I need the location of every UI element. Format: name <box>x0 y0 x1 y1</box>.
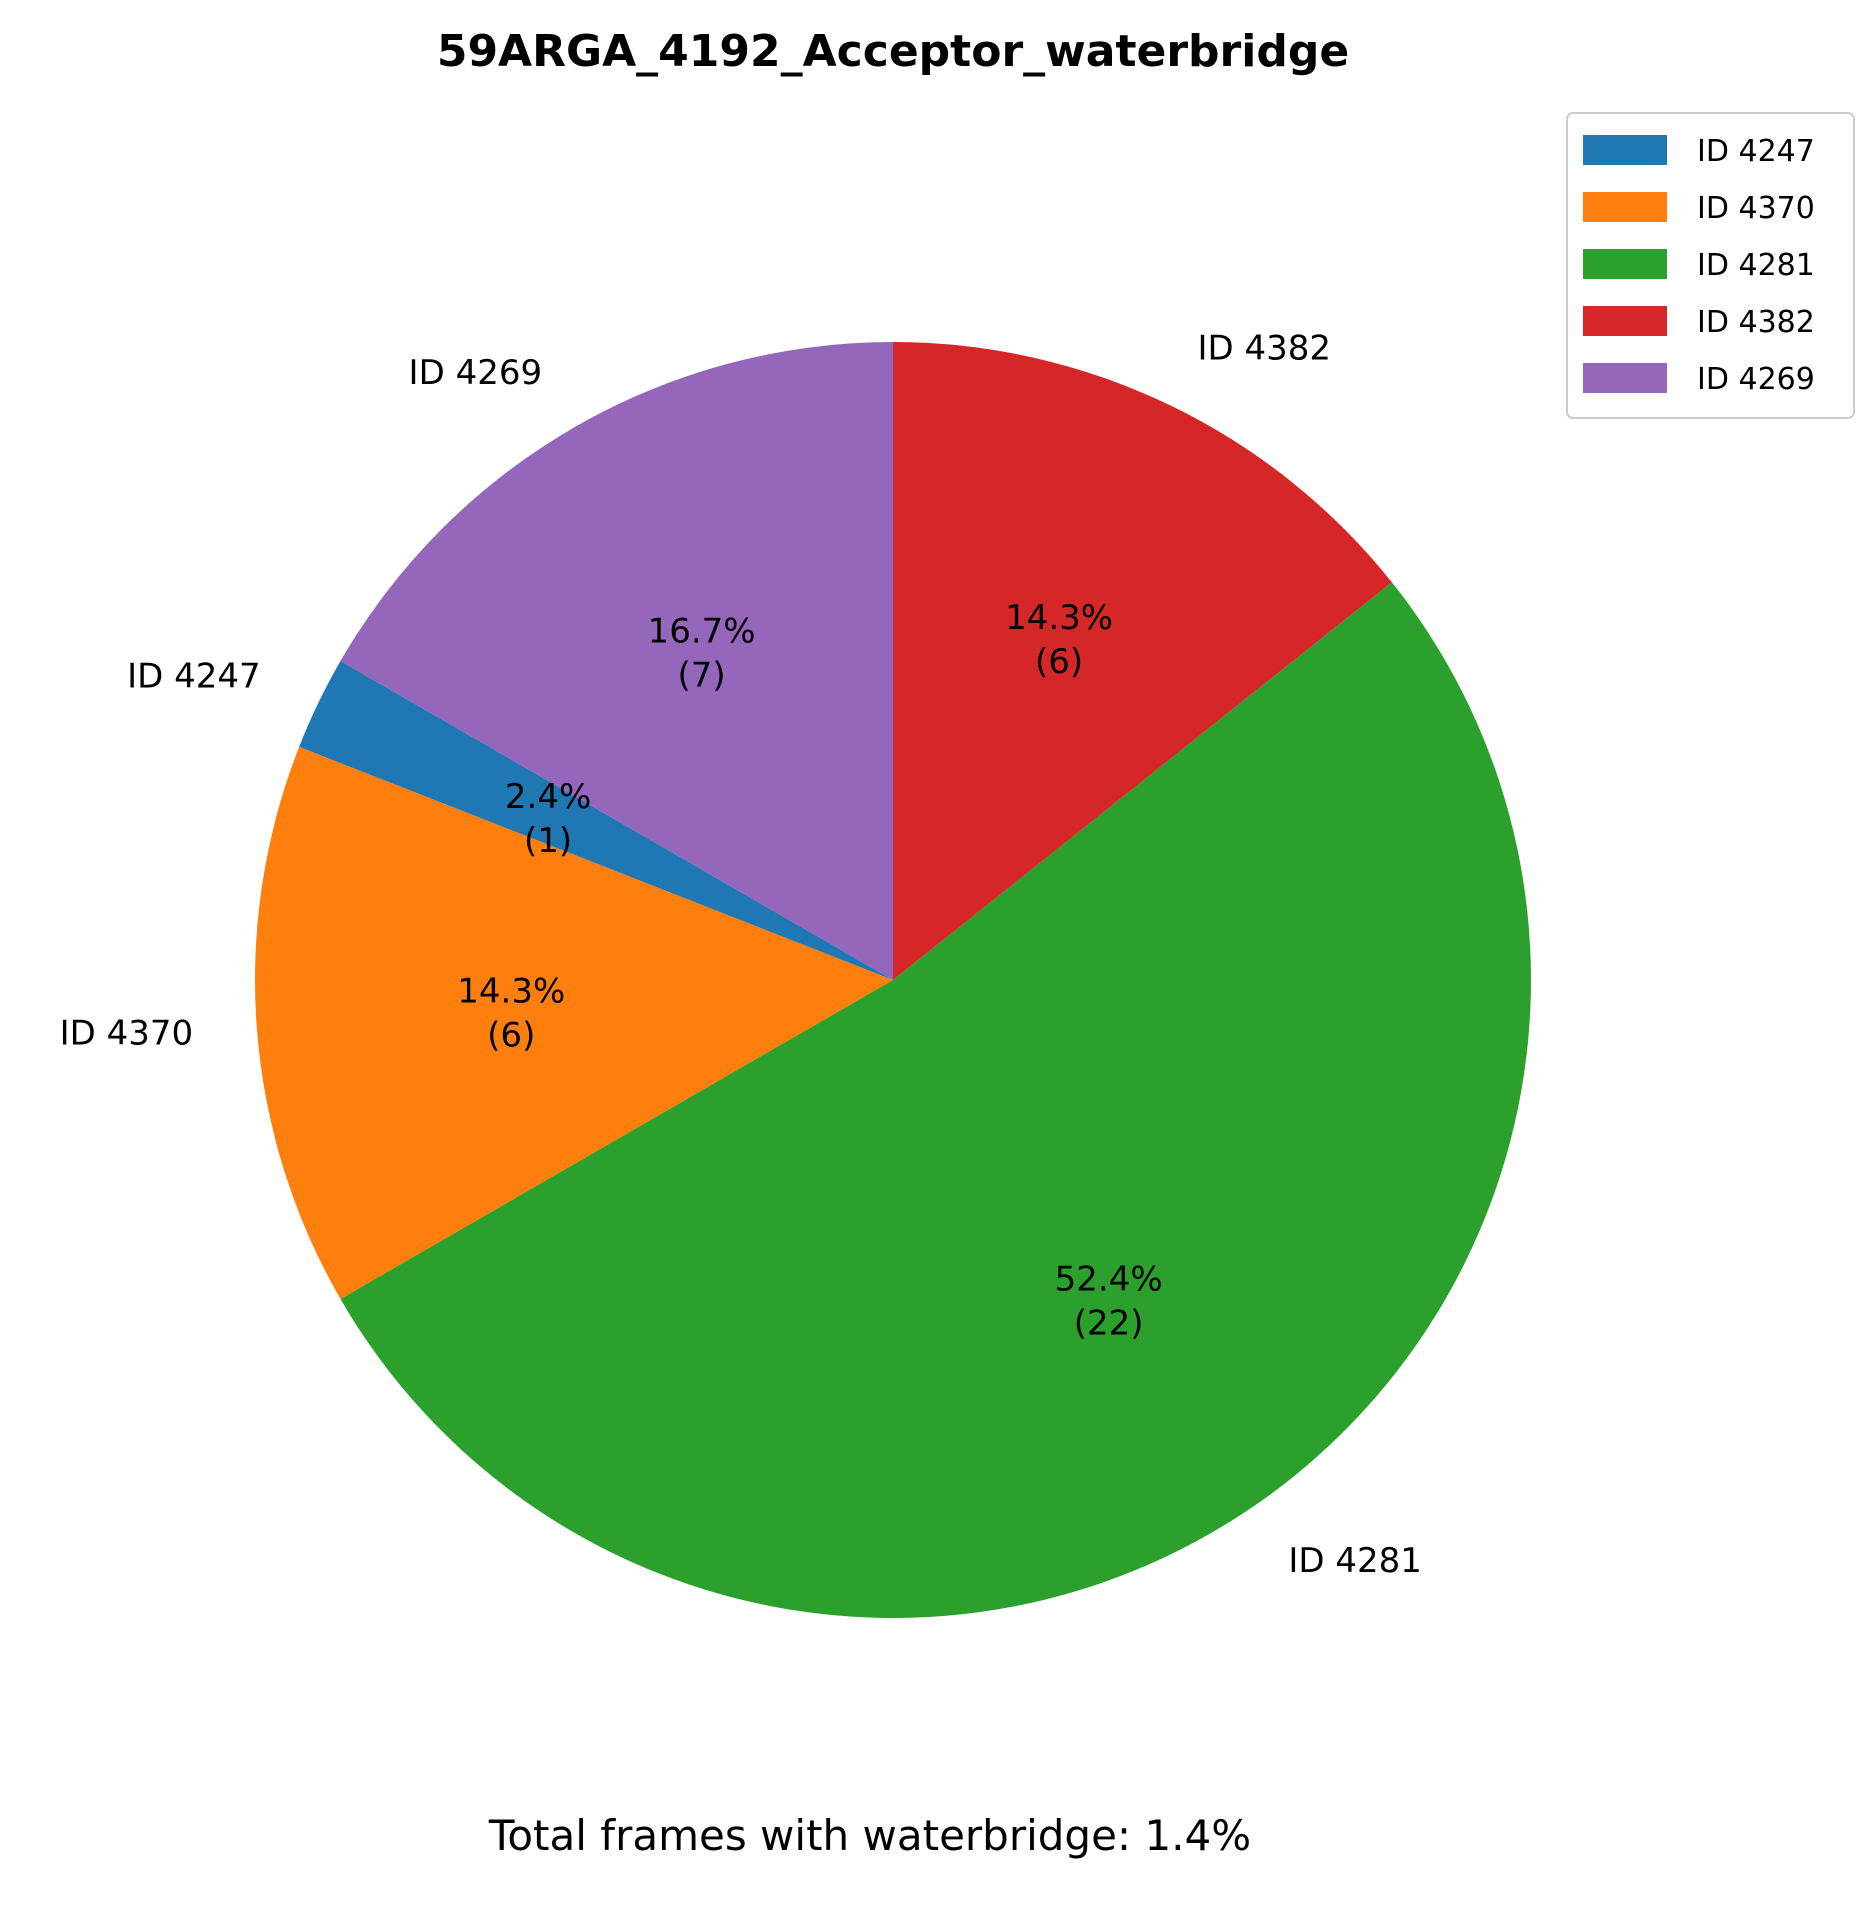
slice-percentage-label: 16.7% <box>648 611 756 651</box>
slice-count-label: (7) <box>678 655 726 695</box>
legend-entry-label: ID 4281 <box>1697 248 1815 283</box>
slice-count-label: (1) <box>524 821 572 861</box>
legend-entry-label: ID 4247 <box>1697 134 1815 169</box>
legend-swatch <box>1583 135 1667 165</box>
legend-entry-label: ID 4269 <box>1697 362 1815 397</box>
legend-entry-label: ID 4382 <box>1697 305 1815 340</box>
legend: ID 4247 ID 4370 ID 4281 ID 4382 ID 4269 <box>1566 112 1855 419</box>
slice-label: ID 4269 <box>409 353 543 393</box>
pie-slice <box>299 661 893 980</box>
legend-swatch <box>1583 249 1667 279</box>
pie-slice <box>340 342 893 980</box>
slice-labels: ID 4247 ID 4370 ID 4281 ID 4382 ID 4269 <box>60 329 1422 1581</box>
pie-slice <box>893 342 1392 980</box>
slice-percentage-label: 2.4% <box>505 777 591 817</box>
chart-title: 59ARGA_4192_Acceptor_waterbridge <box>437 26 1349 77</box>
slice-percentage-label: 14.3% <box>1005 598 1113 638</box>
legend-swatch <box>1583 363 1667 393</box>
legend-box <box>1566 112 1855 419</box>
pie-slice <box>340 582 1532 1619</box>
slice-count-label: (6) <box>1035 642 1083 682</box>
pie-slices <box>255 342 1532 1619</box>
slice-label: ID 4247 <box>127 657 261 697</box>
slice-count-label: (6) <box>487 1016 535 1056</box>
legend-swatch <box>1583 306 1667 336</box>
slice-percentage-label: 14.3% <box>457 972 565 1012</box>
slice-label: ID 4281 <box>1288 1541 1422 1581</box>
slice-percentage-label: 52.4% <box>1055 1259 1163 1299</box>
slice-label: ID 4370 <box>60 1013 194 1053</box>
legend-swatch <box>1583 192 1667 222</box>
chart-footer: Total frames with waterbridge: 1.4% <box>488 1811 1251 1860</box>
legend-entry-label: ID 4370 <box>1697 191 1815 226</box>
pie-slice <box>255 746 894 1299</box>
percentage-labels: 2.4%(1)14.3%(6)52.4%(22)14.3%(6)16.7%(7) <box>457 598 1162 1343</box>
slice-count-label: (22) <box>1074 1303 1144 1343</box>
slice-label: ID 4382 <box>1197 329 1331 369</box>
